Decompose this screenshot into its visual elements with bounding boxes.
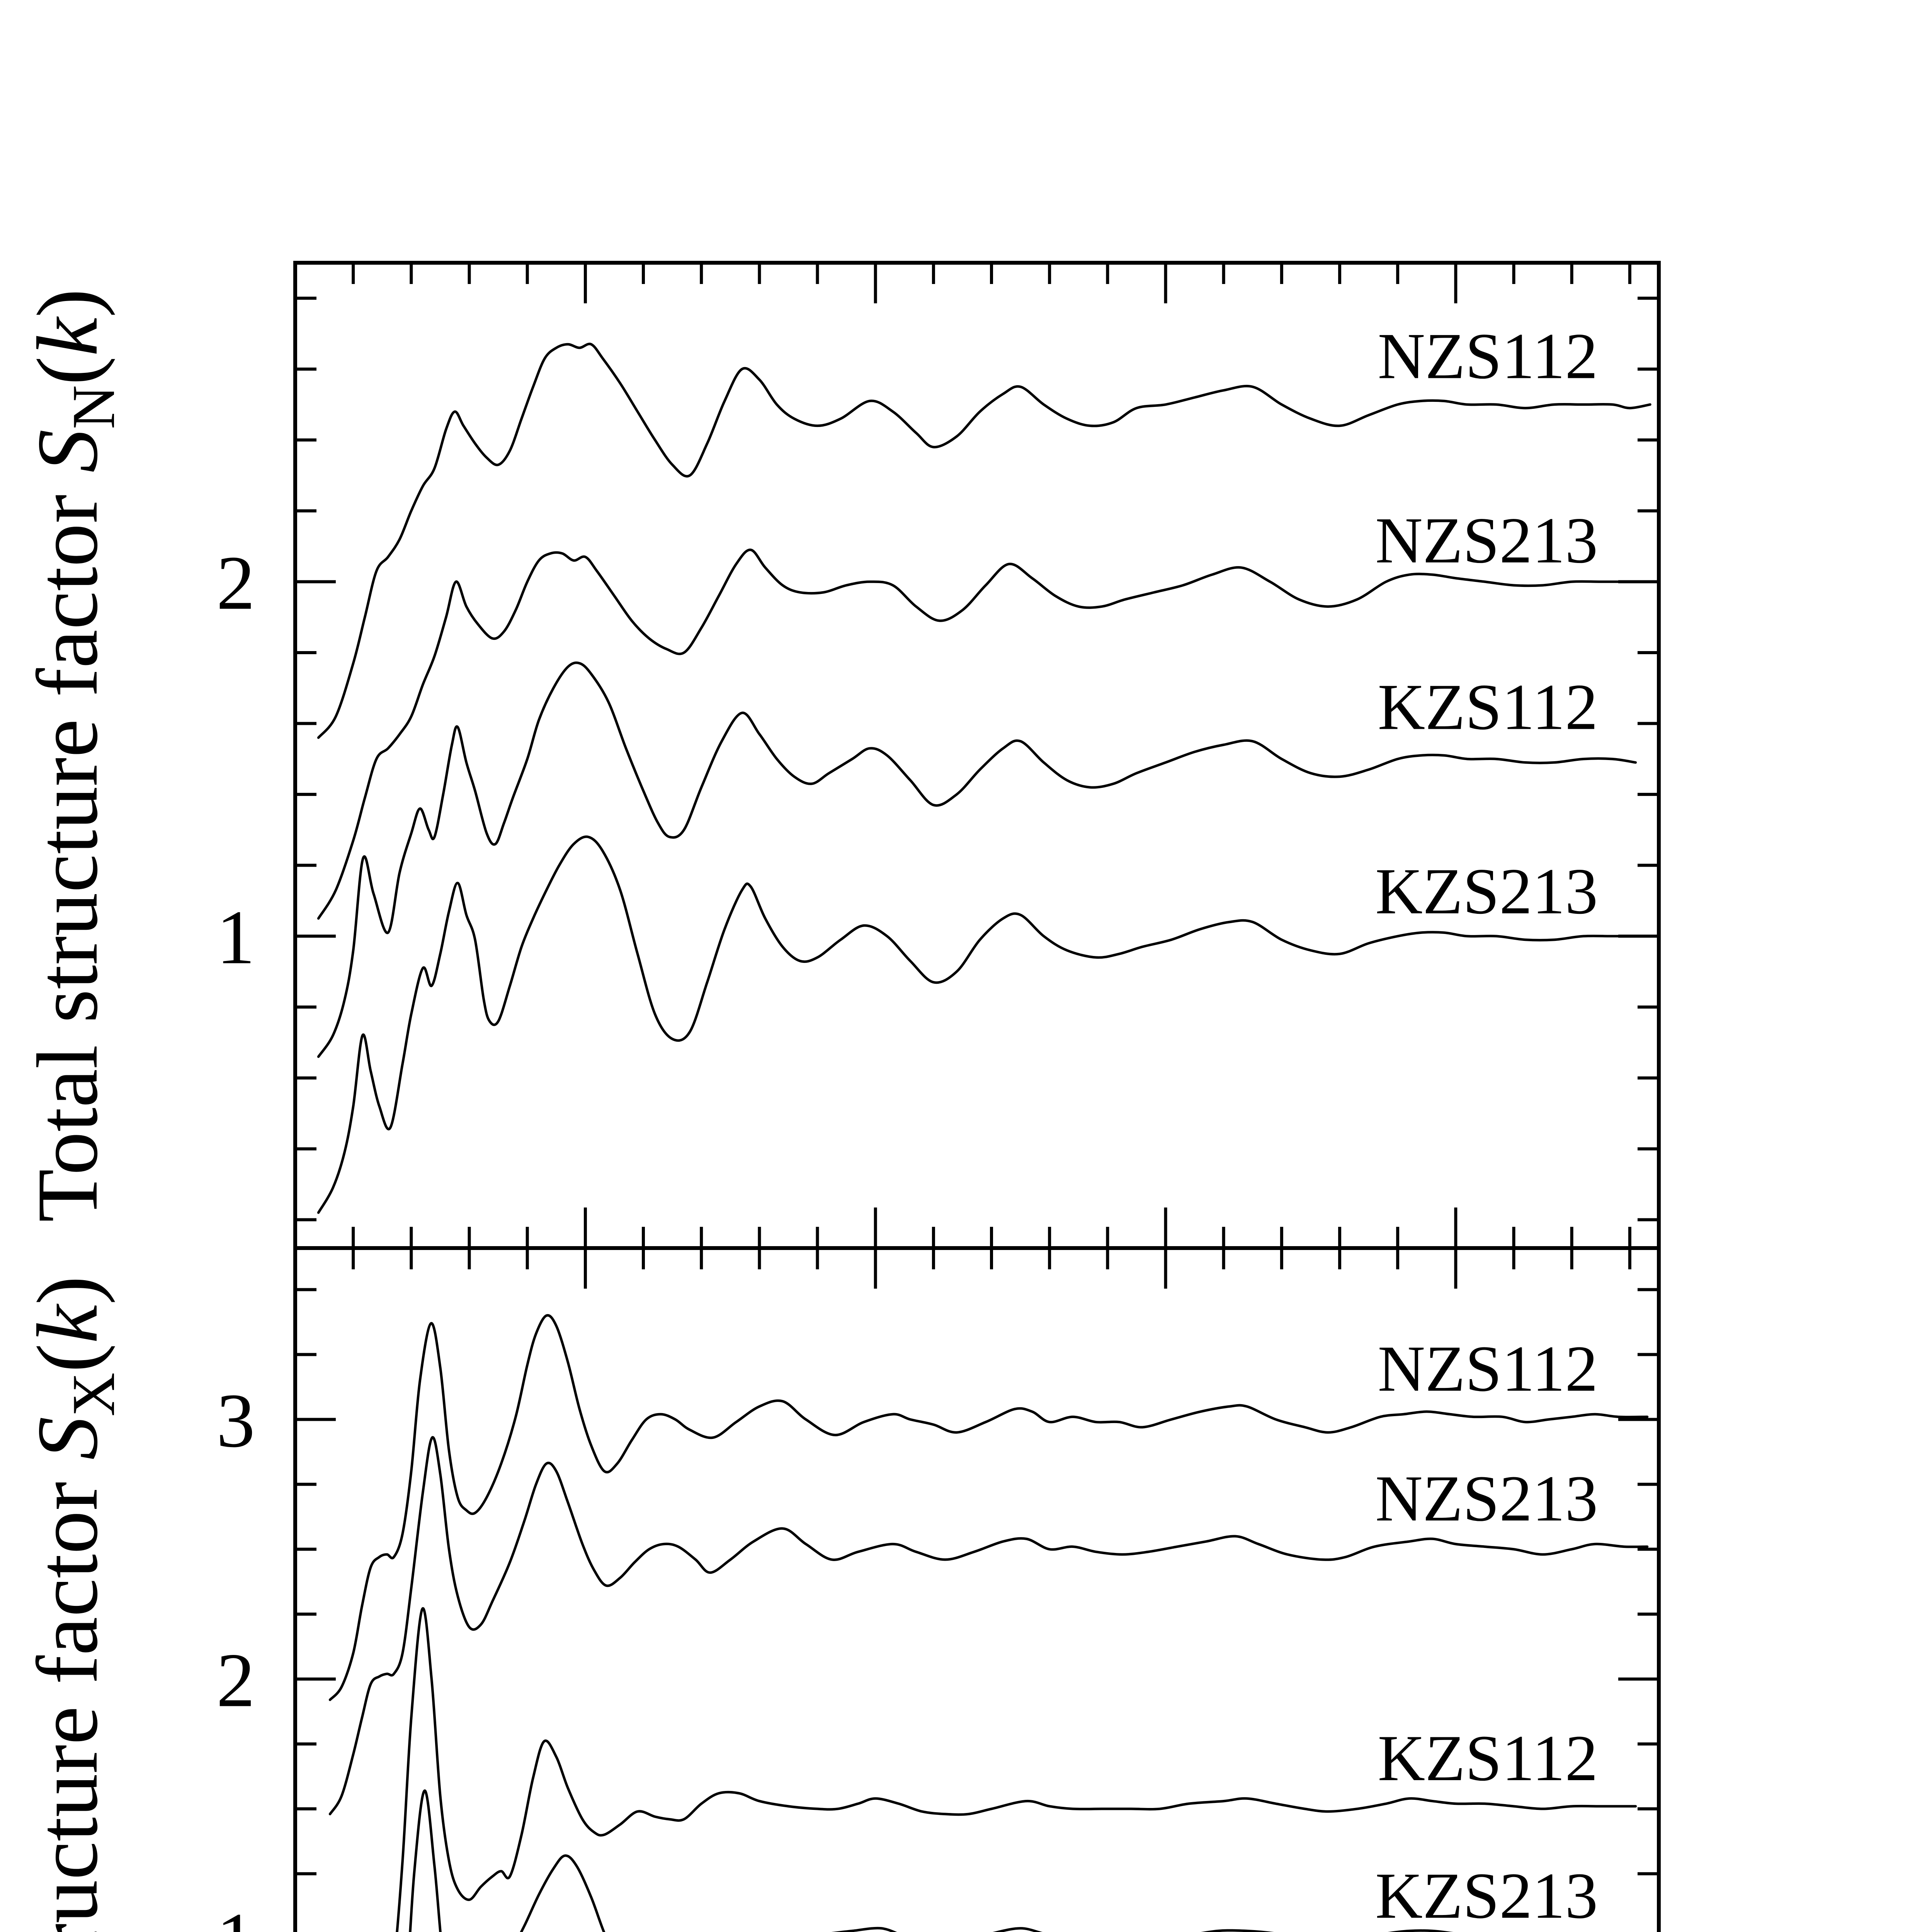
y-tick-label: 3 (216, 1378, 255, 1464)
curve-label-KZS112-neutron: KZS112 (1378, 671, 1598, 743)
text-run: k (19, 316, 116, 356)
curve-label-KZS213-neutron: KZS213 (1375, 855, 1598, 928)
text-run: ) (19, 289, 116, 318)
curve-label-NZS112-xray: NZS112 (1378, 1332, 1598, 1405)
text-run: S (19, 429, 116, 473)
y-tick-label: 2 (216, 1638, 255, 1723)
y-axis-title-xray: Total structure factor SX(k) (19, 1276, 128, 1932)
text-run: ( (19, 356, 116, 385)
tick-marks (295, 1248, 1659, 1876)
curve-NZS213-xray (328, 1436, 1649, 1816)
curve-label-KZS213-xray: KZS213 (1375, 1859, 1598, 1932)
curve-NZS112-xray (328, 1314, 1649, 1701)
curve-NZS213-neutron (317, 548, 1651, 920)
tick-marks (295, 263, 1659, 1248)
text-run: Total structure factor (19, 1460, 116, 1932)
text-run: ( (19, 1344, 116, 1372)
text-run: k (19, 1303, 116, 1344)
text-run: Total structure factor (19, 473, 116, 1222)
panel-neutron: 1 2 Total structure factor SN(k) NZS112 NZS2… (19, 261, 1661, 1250)
text-run: N (60, 385, 128, 429)
y-tick-label: 1 (216, 1897, 255, 1932)
curve-KZS112-xray (396, 1607, 1637, 1932)
text-run: ) (19, 1276, 116, 1305)
curve-label-NZS213-neutron: NZS213 (1375, 504, 1598, 577)
y-tick-label: 2 (216, 541, 255, 626)
text-run: S (19, 1417, 116, 1460)
y-tick-label: 1 (216, 895, 255, 980)
curve-KZS112-neutron (317, 661, 1637, 1058)
y-axis-title-neutron: Total structure factor SN(k) (19, 289, 128, 1222)
curve-KZS213-xray (409, 1789, 1454, 1932)
curve-KZS213-neutron (317, 835, 1643, 1214)
curve-NZS112-neutron (317, 342, 1651, 739)
curve-label-KZS112-xray: KZS112 (1378, 1722, 1598, 1794)
text-run: X (60, 1372, 128, 1417)
curve-label-NZS112-neutron: NZS112 (1378, 320, 1598, 393)
panel-xray: 0123Total structure factor SX(k)NZS112NZ… (19, 1246, 1661, 1932)
curve-label-NZS213-xray: NZS213 (1375, 1462, 1598, 1535)
